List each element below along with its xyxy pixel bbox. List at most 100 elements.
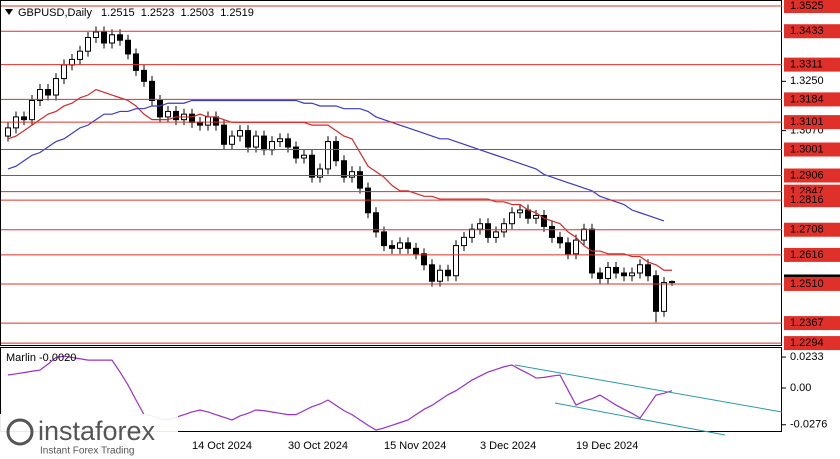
chart-header: GBPUSD,Daily 1.2515 1.2523 1.2503 1.2519 [18,7,254,19]
candle-body [53,78,59,96]
candle-body [429,264,435,282]
candle-body [149,80,155,101]
candle-body [621,272,627,277]
level-box [784,168,840,183]
candle-body [653,275,659,312]
candle-body [141,69,147,82]
candle-body [381,231,387,247]
x-tick-label: 3 Dec 2024 [480,440,536,452]
candle-body [533,214,539,219]
candle-body [445,269,451,277]
candle-body [189,113,195,123]
level-label: 1.2906 [790,169,824,181]
level-label: 1.3311 [790,59,823,71]
candle-body [341,160,347,178]
candle-body [133,53,139,71]
candle-body [109,34,115,44]
level-box [784,193,840,208]
candle-body [413,247,419,255]
ohlc-close: 1.2519 [220,7,254,19]
y-tick-label: 0.0233 [790,351,824,363]
series-line [7,99,665,222]
candle-body [509,212,515,225]
candle-body [517,209,523,214]
candle-body [5,127,11,137]
candle-body [229,135,235,145]
level-box [784,115,840,130]
candle-body [645,264,651,277]
level-label: 1.3184 [790,93,824,105]
candle-body [101,31,107,44]
candle-body [573,239,579,255]
candle-body [157,99,163,118]
candle-body [293,146,299,159]
candle-body [581,228,587,241]
candle-body [549,225,555,238]
candle-body [453,245,459,277]
level-box [784,57,840,72]
candle-body [245,130,251,148]
candle-body [485,223,491,238]
level-label: 1.3433 [790,25,824,37]
x-tick-label: 15 Nov 2024 [384,440,446,452]
level-box [784,0,840,14]
candle-body [597,272,603,279]
candle-body [93,31,99,39]
channel-line [514,364,783,413]
candle-body [37,89,43,101]
candle-body [669,280,675,284]
candle-body [565,242,571,255]
candle-body [61,64,67,80]
y-tick-label: -0.0276 [790,419,827,431]
channel-line [554,402,726,436]
candle-body [117,34,123,41]
candle-body [661,282,667,312]
symbol: GBPUSD,Daily [18,7,92,19]
candle-body [405,242,411,249]
level-label: 1.2510 [790,278,824,290]
candle-body [125,39,131,55]
candle-body [261,135,267,151]
candle-body [421,253,427,266]
x-tick-label: 19 Dec 2024 [576,440,638,452]
candle-body [541,214,547,227]
candle-body [461,236,467,247]
indicator-frame [0,347,782,432]
candle-body [389,245,395,249]
main-frame [0,0,782,346]
candle-body [373,212,379,233]
candle-body [613,267,619,274]
candle-body [637,264,643,274]
candle-body [205,116,211,126]
menu-arrow [5,9,13,15]
candle-body [237,130,243,137]
candle-body [221,124,227,145]
level-label: 1.3001 [790,143,824,155]
level-box [784,316,840,331]
marks [1,5,782,431]
candle-body [165,110,171,118]
candle-body [197,121,203,126]
brand: instaforex [38,416,156,446]
candle-body [277,138,283,143]
level-box [784,222,840,237]
level-box [784,24,840,39]
level-box [784,92,840,107]
candle-body [477,223,483,230]
candle-body [173,110,179,121]
level-label: 1.2616 [790,249,824,261]
candle-body [325,141,331,170]
level-label: 1.2367 [790,317,824,329]
candle-body [317,168,323,178]
candle-body [333,141,339,162]
candle-body [69,58,75,66]
candle-body [629,272,635,277]
candle-body [493,231,499,238]
candle-body [397,242,403,249]
candle-body [269,141,275,151]
candle-body [309,154,315,178]
candle-body [605,267,611,279]
indicator-title: Marlin -0.0020 [6,352,76,364]
level-box [784,276,840,291]
